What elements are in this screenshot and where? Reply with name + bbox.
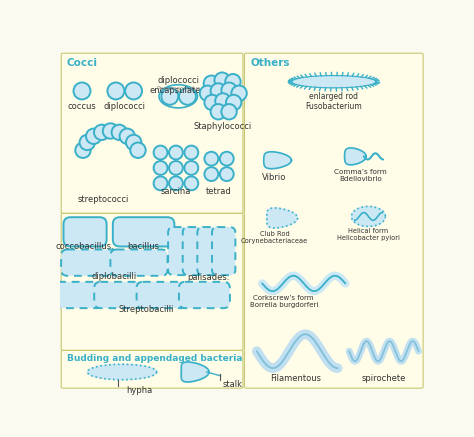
Text: diplococci: diplococci <box>103 102 146 111</box>
Polygon shape <box>352 206 385 226</box>
Text: sarcina: sarcina <box>161 187 191 196</box>
Circle shape <box>231 86 247 101</box>
Text: Club Rod
Corynebacteriaceae: Club Rod Corynebacteriaceae <box>241 231 308 244</box>
Circle shape <box>103 123 118 139</box>
Circle shape <box>169 146 183 160</box>
Circle shape <box>73 83 91 99</box>
Text: spirochete: spirochete <box>362 375 406 383</box>
Circle shape <box>169 177 183 190</box>
Circle shape <box>184 161 198 175</box>
Circle shape <box>226 95 241 110</box>
Circle shape <box>221 104 237 119</box>
Circle shape <box>111 125 127 140</box>
Circle shape <box>130 142 146 158</box>
Circle shape <box>94 125 109 140</box>
Circle shape <box>161 88 178 105</box>
Text: enlarged rod
Fusobacterium: enlarged rod Fusobacterium <box>305 92 362 111</box>
FancyBboxPatch shape <box>94 282 145 308</box>
Circle shape <box>221 83 237 98</box>
Polygon shape <box>292 76 376 88</box>
Circle shape <box>184 146 198 160</box>
Circle shape <box>86 128 101 144</box>
Circle shape <box>126 135 141 150</box>
Circle shape <box>200 86 215 101</box>
Text: Comma’s form
Bdellovibrio: Comma’s form Bdellovibrio <box>334 170 387 183</box>
Circle shape <box>119 128 135 144</box>
Circle shape <box>125 83 142 99</box>
Circle shape <box>80 135 95 150</box>
Polygon shape <box>345 148 366 165</box>
Circle shape <box>210 83 226 99</box>
Polygon shape <box>264 152 292 169</box>
Circle shape <box>215 93 231 109</box>
Text: tetrad: tetrad <box>206 187 232 196</box>
FancyBboxPatch shape <box>64 217 107 246</box>
Circle shape <box>220 167 234 181</box>
FancyBboxPatch shape <box>61 213 243 350</box>
FancyBboxPatch shape <box>168 227 191 275</box>
FancyBboxPatch shape <box>197 227 221 275</box>
Circle shape <box>154 146 167 160</box>
Circle shape <box>169 161 183 175</box>
Text: Bacilli: Bacilli <box>66 217 102 227</box>
Text: coccus: coccus <box>68 102 96 111</box>
Text: diplococci
encapsulated: diplococci encapsulated <box>150 76 207 95</box>
Text: Corkscrew’s form
Borrelia burgdorferi: Corkscrew’s form Borrelia burgdorferi <box>249 295 318 308</box>
Circle shape <box>75 142 91 158</box>
FancyBboxPatch shape <box>61 250 118 276</box>
Circle shape <box>154 161 167 175</box>
Text: Others: Others <box>251 58 290 68</box>
FancyBboxPatch shape <box>179 282 230 308</box>
FancyBboxPatch shape <box>61 53 243 213</box>
Circle shape <box>210 104 226 119</box>
Text: hypha: hypha <box>126 386 152 395</box>
FancyBboxPatch shape <box>110 250 167 276</box>
Text: diplobacilli: diplobacilli <box>91 272 137 281</box>
Text: Cocci: Cocci <box>66 58 98 68</box>
Circle shape <box>204 167 219 181</box>
Polygon shape <box>181 362 209 382</box>
Circle shape <box>214 73 230 88</box>
Circle shape <box>108 83 124 99</box>
FancyBboxPatch shape <box>137 282 188 308</box>
Circle shape <box>204 76 219 91</box>
FancyBboxPatch shape <box>52 282 103 308</box>
Polygon shape <box>87 364 157 380</box>
Text: Helical form
Helicobacter pylori: Helical form Helicobacter pylori <box>337 228 400 241</box>
Circle shape <box>184 177 198 190</box>
Circle shape <box>204 152 219 166</box>
Text: Filamentous: Filamentous <box>270 375 321 383</box>
Text: palisades.: palisades. <box>187 274 229 282</box>
Circle shape <box>204 95 220 110</box>
FancyBboxPatch shape <box>245 53 423 388</box>
Text: Vibrio: Vibrio <box>262 173 287 182</box>
FancyBboxPatch shape <box>61 350 243 388</box>
Text: streptococci: streptococci <box>77 195 128 204</box>
Polygon shape <box>267 208 298 228</box>
Circle shape <box>154 177 167 190</box>
Text: stalk: stalk <box>222 380 242 388</box>
Text: coccobacillus.: coccobacillus. <box>56 242 114 251</box>
Text: Pneumococcus: Pneumococcus <box>156 86 201 90</box>
Circle shape <box>220 152 234 166</box>
Text: Staphylococci: Staphylococci <box>194 122 252 131</box>
Circle shape <box>179 88 196 105</box>
Text: Streptobacilli: Streptobacilli <box>119 305 174 314</box>
FancyBboxPatch shape <box>212 227 236 275</box>
FancyBboxPatch shape <box>113 217 174 246</box>
FancyBboxPatch shape <box>182 227 206 275</box>
Text: bacillus: bacillus <box>128 242 160 251</box>
Text: Budding and appendaged bacteria: Budding and appendaged bacteria <box>66 354 242 363</box>
Circle shape <box>225 74 241 90</box>
